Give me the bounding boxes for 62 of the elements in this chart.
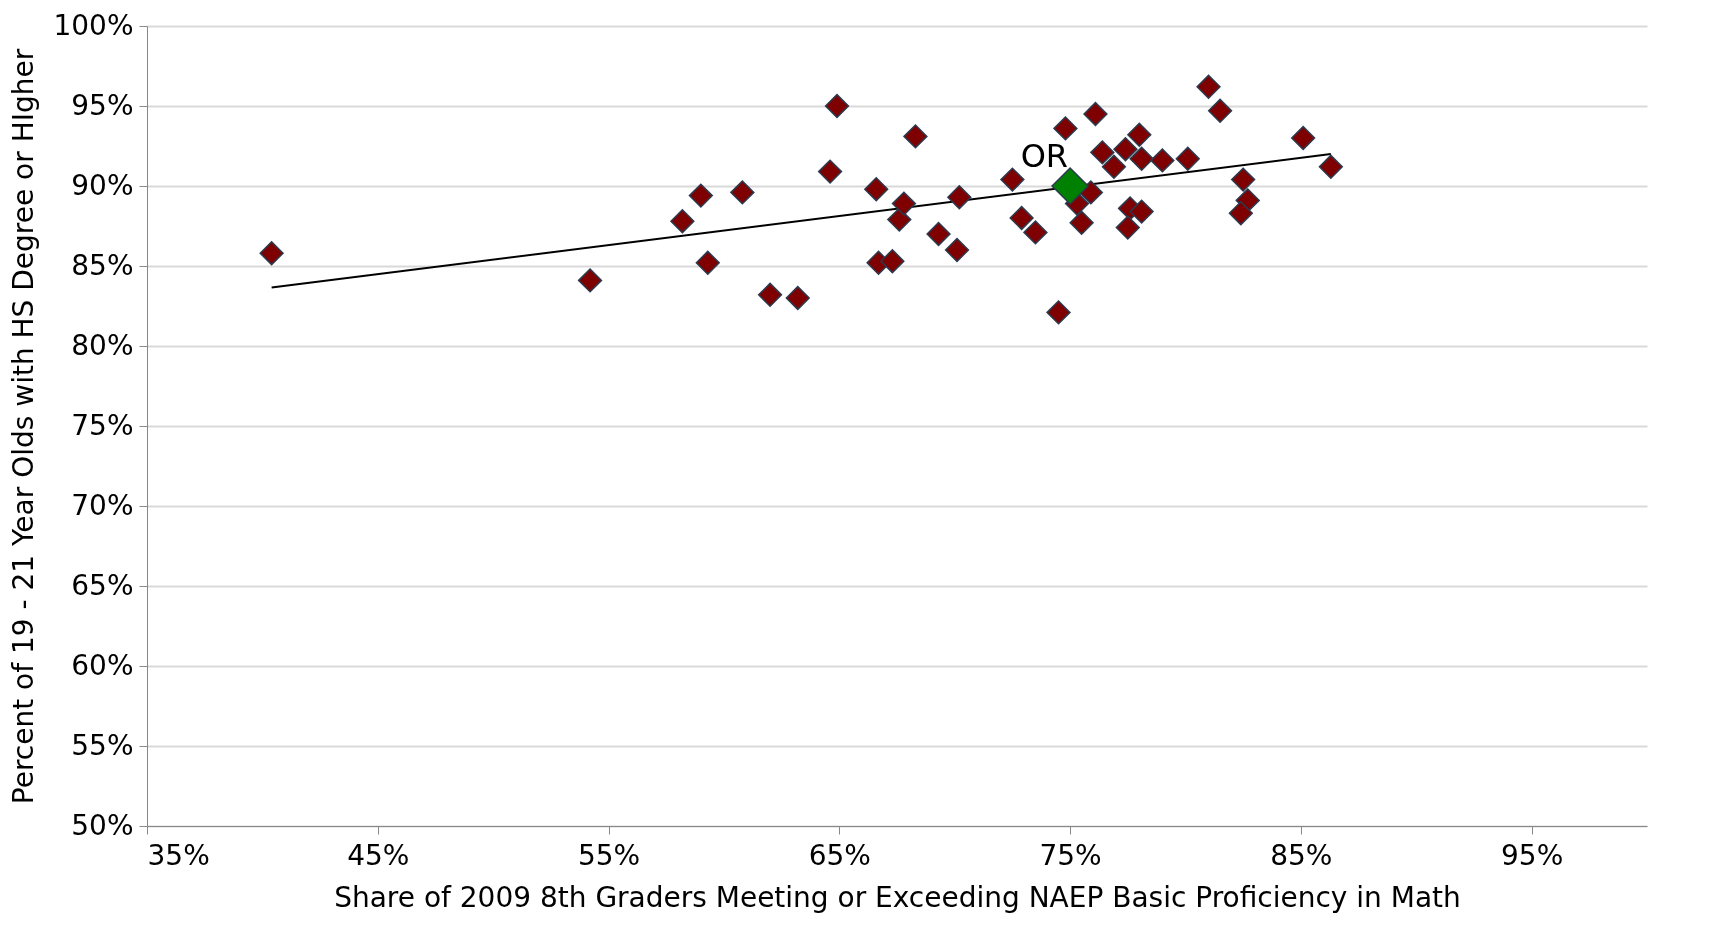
point <box>891 191 917 216</box>
y-tick-label: 70% <box>71 488 134 522</box>
point <box>824 93 850 119</box>
x-tick-label: 55% <box>577 838 641 872</box>
point <box>1318 154 1343 179</box>
annotation: OR <box>1020 137 1069 175</box>
point <box>695 250 720 275</box>
point <box>1009 205 1034 231</box>
y-tick-label: 55% <box>71 728 134 762</box>
y-tick-label: 75% <box>71 408 134 442</box>
x-tick-label: 75% <box>1039 838 1102 872</box>
y-tick-label: 65% <box>71 568 134 602</box>
y-tick-label: 50% <box>71 808 134 842</box>
point <box>577 268 603 293</box>
point <box>864 177 889 202</box>
point <box>757 282 783 307</box>
point <box>1175 146 1200 171</box>
point <box>903 124 928 149</box>
point <box>944 237 970 263</box>
x-tick-label: 85% <box>1270 838 1333 872</box>
y-tick-label: 60% <box>71 648 134 682</box>
point <box>1101 154 1127 179</box>
x-axis-title: Share of 2009 8th Graders Meeting or Exceeding NAEP Basic Proficiency in Math <box>334 880 1461 914</box>
point <box>926 221 951 247</box>
point <box>1000 167 1025 192</box>
point <box>1196 74 1221 99</box>
point <box>1150 148 1175 173</box>
y-tick-label: 80% <box>71 328 134 362</box>
point <box>1046 300 1071 325</box>
point <box>1113 137 1138 162</box>
point <box>1090 140 1115 165</box>
point <box>1231 167 1256 192</box>
point <box>947 185 972 210</box>
point <box>259 241 284 266</box>
point <box>1228 201 1253 226</box>
point <box>1127 122 1152 147</box>
y-tick-label: 90% <box>71 168 134 202</box>
point <box>880 249 905 274</box>
point <box>1069 210 1094 235</box>
point <box>1129 146 1154 171</box>
x-tick-label: 95% <box>1501 838 1564 872</box>
point <box>670 209 695 234</box>
y-tick-label: 85% <box>71 248 134 282</box>
x-tick-label: 65% <box>808 838 871 872</box>
point <box>1207 98 1233 123</box>
point <box>730 180 755 205</box>
point <box>1023 220 1048 245</box>
point <box>688 183 713 208</box>
x-tick-label: 35% <box>147 838 210 872</box>
point <box>887 207 912 232</box>
point <box>1083 101 1108 127</box>
point <box>785 285 810 311</box>
x-tick-label: 45% <box>347 838 410 872</box>
point <box>1115 215 1140 240</box>
y-axis-title: Percent of 19 - 21 Year Olds with HS Degree or HIgher <box>7 48 41 805</box>
y-tick-label: 95% <box>71 88 134 122</box>
point <box>1291 125 1316 151</box>
point <box>1129 199 1154 224</box>
point <box>1051 167 1089 205</box>
point <box>817 159 843 184</box>
y-tick-label: 100% <box>53 8 134 42</box>
point <box>1053 116 1078 141</box>
